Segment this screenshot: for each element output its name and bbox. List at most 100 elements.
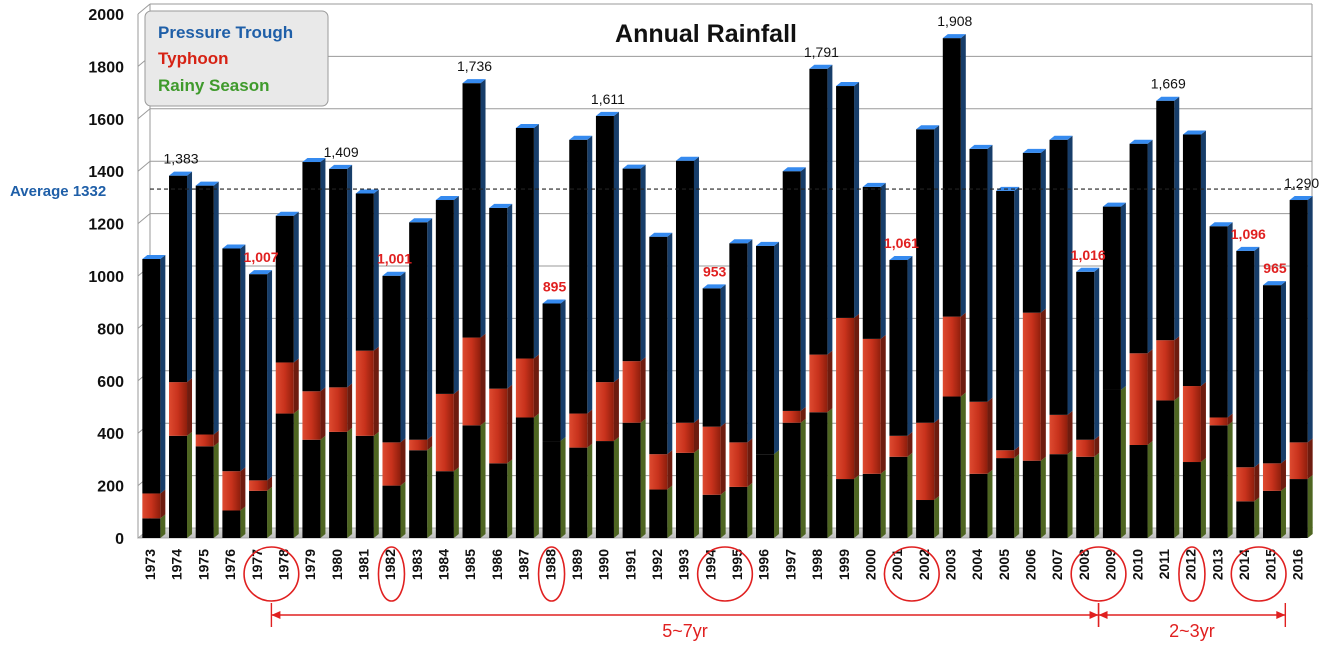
bar-stack-1974 [169,171,193,538]
bar-side-rainy-season [934,496,940,538]
bar-side-typhoon [480,333,486,426]
bar-segment-rainy-season [195,446,214,538]
total-label-1998: 1,791 [804,44,839,60]
bar-side-typhoon [854,313,860,480]
gridline-side [137,108,151,120]
bar-segment-rainy-season [1182,462,1201,538]
bar-segment-pressure-trough [649,236,668,455]
bar-side-typhoon [1094,435,1100,457]
bar-side-typhoon [1280,459,1286,491]
bar-side-pressure-trough [613,111,619,383]
x-tick-2011: 2011 [1156,549,1172,580]
x-tick-1984: 1984 [436,549,452,580]
period-label: 5~7yr [662,621,708,641]
bar-side-pressure-trough [667,232,673,455]
bar-segment-pressure-trough [702,288,721,427]
total-label-2001: 1,061 [884,235,919,251]
bar-side-rainy-season [907,452,913,538]
y-tick-label: 800 [97,321,124,338]
bar-side-typhoon [1014,446,1020,459]
average-line-group: Average 1332 [10,183,1312,200]
total-label-2008: 1,016 [1071,247,1106,263]
bar-segment-typhoon [836,317,855,480]
bar-side-typhoon [720,422,726,495]
gridline-side [137,213,151,224]
bar-segment-typhoon [382,442,401,486]
bar-segment-rainy-season [1102,389,1121,538]
bar-side-rainy-season [1014,454,1020,538]
bar-side-pressure-trough [427,218,433,440]
bar-stack-1988 [542,299,566,538]
bar-side-typhoon [160,489,166,519]
bar-segment-rainy-season [969,473,988,538]
bar-segment-typhoon [889,435,908,457]
bar-segment-pressure-trough [1022,152,1041,313]
bar-side-pressure-trough [1307,196,1313,443]
x-tick-1990: 1990 [596,549,612,580]
bar-segment-rainy-season [142,518,161,538]
bar-side-pressure-trough [587,135,593,414]
bar-side-typhoon [320,387,326,440]
bar-top [462,79,486,84]
bar-side-rainy-season [960,392,966,538]
bar-segment-rainy-season [1236,501,1255,538]
bar-segment-rainy-season [782,422,801,538]
bar-stack-1991 [622,164,646,538]
total-label-1988: 895 [543,279,567,295]
bar-side-typhoon [373,346,379,436]
bar-side-typhoon [1254,463,1260,502]
bar-side-pressure-trough [960,34,966,317]
bar-stack-1982 [382,271,406,538]
bar-segment-rainy-season [222,510,241,538]
bar-segment-typhoon [996,450,1015,459]
bar-top [275,211,299,216]
bar-segment-pressure-trough [782,171,801,411]
bar-segment-pressure-trough [329,168,348,388]
y-tick-label: 0 [115,531,124,548]
bar-segment-pressure-trough [462,83,481,338]
bar-top [889,256,913,261]
bar-top [195,181,219,186]
bar-stack-1992 [649,232,673,538]
bar-side-pressure-trough [693,156,699,423]
bar-stack-1981 [355,189,379,538]
bar-segment-rainy-season [382,485,401,538]
bar-segment-typhoon [862,338,881,474]
bar-top [169,171,193,176]
bar-stack-1997 [782,167,806,538]
bar-stack-2011 [1156,96,1180,538]
bar-side-rainy-season [1307,475,1313,538]
bar-side-rainy-season [267,486,273,538]
x-tick-1995: 1995 [729,549,745,580]
bar-stack-1984 [435,196,459,538]
bar-side-typhoon [400,438,406,486]
period-5~7yr: 5~7yr [270,603,1100,643]
bar-side-rainy-season [720,490,726,538]
bar-segment-rainy-season [595,441,614,538]
bar-top [569,135,593,140]
highlight-circle-2012 [1178,546,1206,602]
x-tick-2016: 2016 [1289,549,1305,580]
bar-stack-1995 [729,239,753,538]
bar-segment-typhoon [809,354,828,413]
x-tick-1994: 1994 [702,549,718,580]
bar-side-rainy-season [1067,450,1073,538]
bar-segment-pressure-trough [916,129,935,423]
bar-segment-pressure-trough [1182,134,1201,387]
bar-segment-typhoon [515,358,534,418]
bar-side-typhoon [533,354,539,418]
bar-segment-typhoon [782,410,801,423]
bar-top [942,34,966,39]
bar-side-pressure-trough [400,271,406,443]
period-arrowhead-left [271,611,281,619]
bar-side-rainy-season [533,413,539,538]
bar-side-pressure-trough [1254,246,1260,468]
bar-segment-pressure-trough [355,193,374,351]
bar-segment-typhoon [1236,467,1255,502]
bar-segment-pressure-trough [1262,285,1281,464]
bar-stack-1978 [275,211,299,538]
x-tick-1993: 1993 [676,549,692,580]
y-tick-label: 2000 [88,7,124,24]
bar-stack-1975 [195,181,219,538]
bar-side-pressure-trough [1280,281,1286,464]
